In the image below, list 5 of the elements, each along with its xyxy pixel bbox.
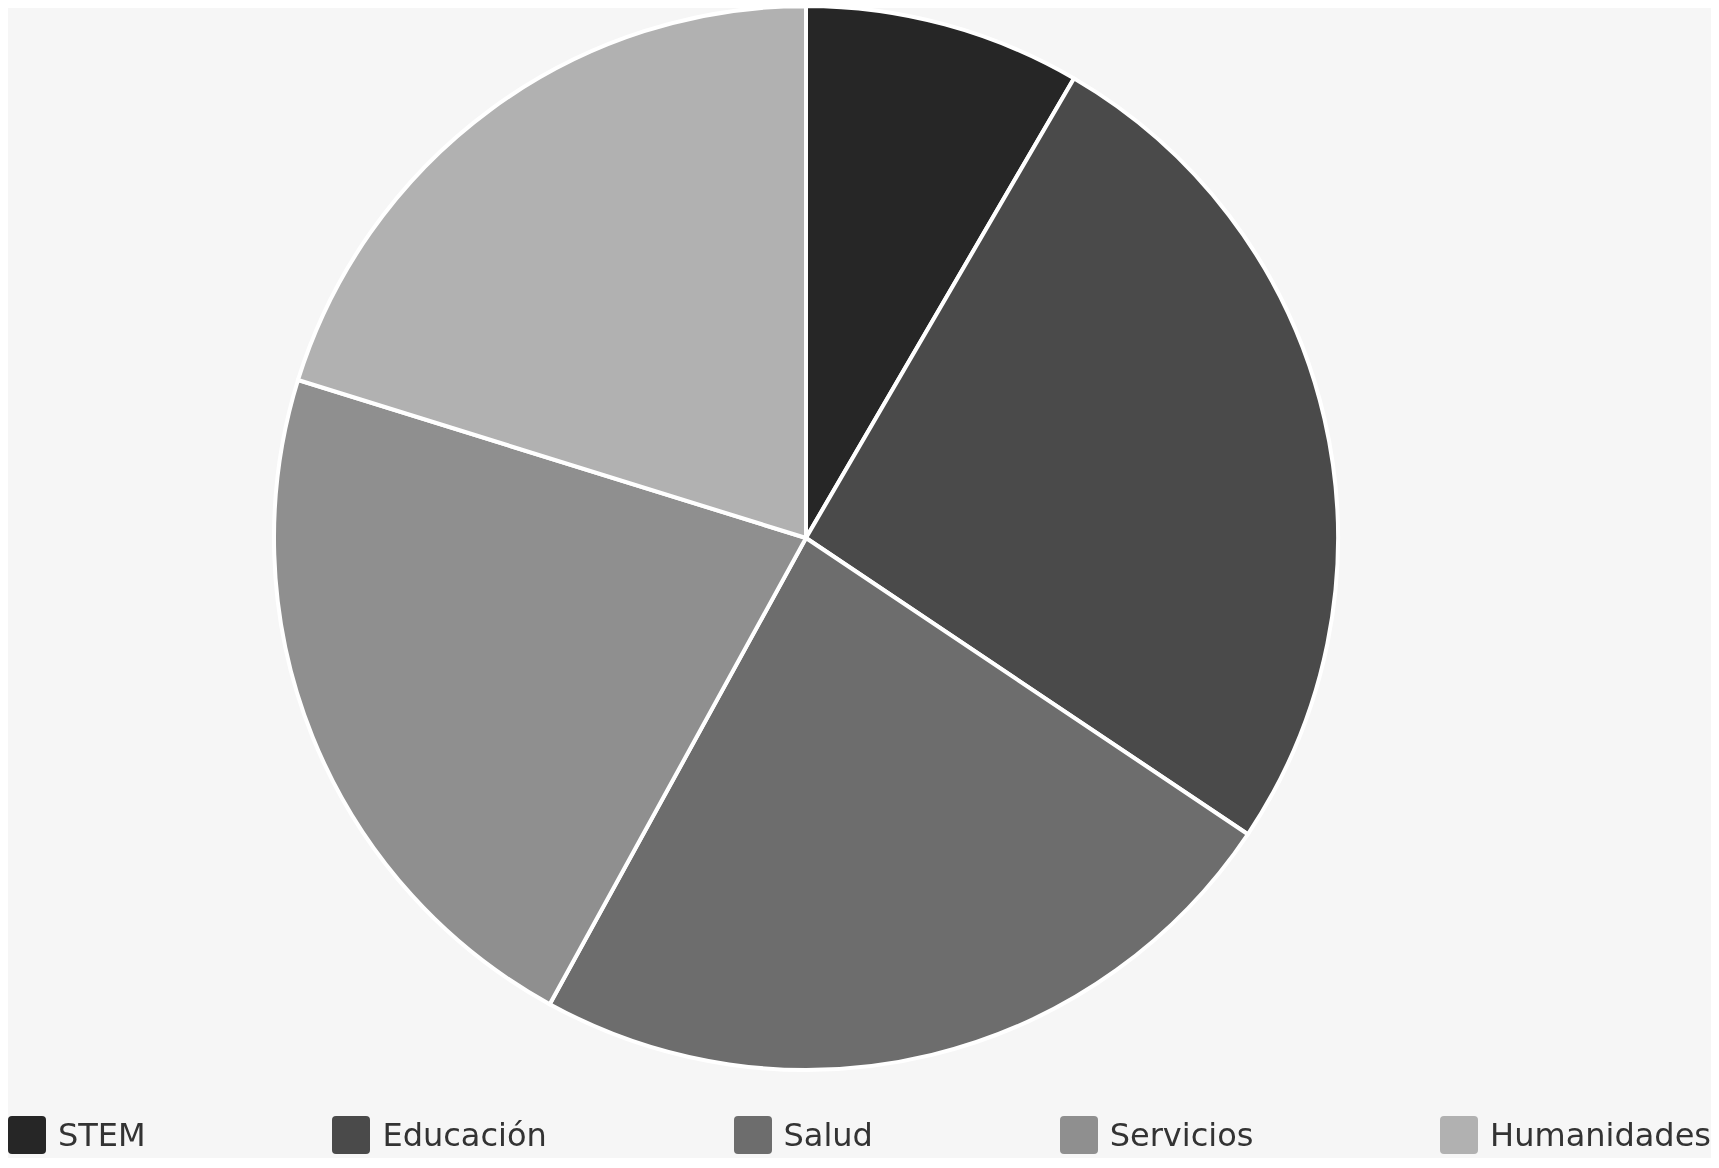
legend-label: Educación [382, 1116, 547, 1154]
legend-label: Salud [783, 1116, 873, 1154]
legend-label: Servicios [1109, 1116, 1254, 1154]
legend-label: STEM [58, 1116, 146, 1154]
legend-label: Humanidades [1490, 1116, 1711, 1154]
